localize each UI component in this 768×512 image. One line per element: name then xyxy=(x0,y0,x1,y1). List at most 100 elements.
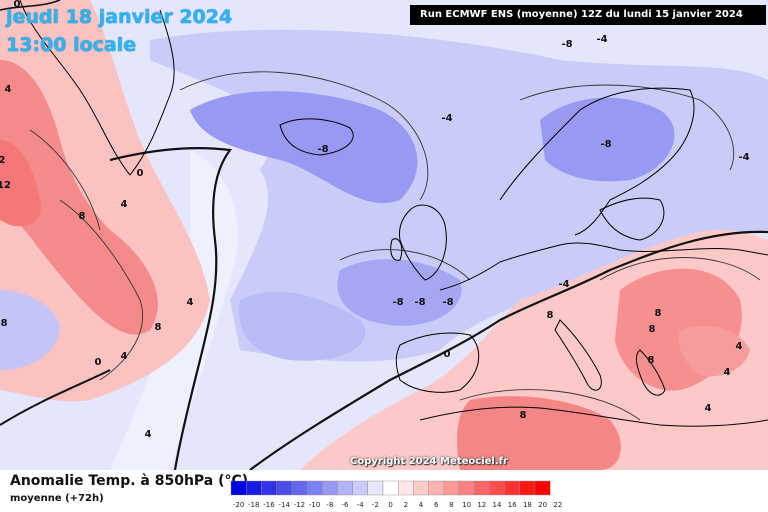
color-swatch xyxy=(443,480,460,496)
scandinavia-coast xyxy=(499,87,695,236)
contour-label: 4 xyxy=(145,429,152,440)
color-tick-label: 20 xyxy=(538,501,547,509)
contour-label: -8 xyxy=(317,144,328,155)
contour-label: 8 xyxy=(155,322,162,333)
contour-label: 8 xyxy=(648,355,655,366)
cold-pocket-labrador xyxy=(0,290,60,370)
contour-label: -8 xyxy=(0,318,8,329)
cold-zone-atlantic-south xyxy=(239,291,366,361)
cold-core-biscay xyxy=(337,259,462,326)
contour-label: 4 xyxy=(121,351,128,362)
warm-core-anatolia xyxy=(678,326,750,377)
color-tick-label: 22 xyxy=(553,501,562,509)
color-tick-label: 14 xyxy=(493,501,502,509)
contour-label: 4 xyxy=(736,341,743,352)
temperature-anomaly-map: 8 4 0 4 8 4 0 -8 -4 -8 -8 -8 -8 -8 -4 -4… xyxy=(0,0,768,470)
color-swatch xyxy=(246,480,262,496)
color-swatch xyxy=(458,480,475,496)
contour-label: 4 xyxy=(187,297,194,308)
copyright-text: Copyright 2024 Meteociel.fr xyxy=(350,456,508,467)
contour-label: 8 xyxy=(520,410,527,421)
color-tick-label: -12 xyxy=(294,501,305,509)
contour-label: -8 xyxy=(600,139,611,150)
british-isles-coast xyxy=(390,204,447,281)
contour-label: -4 xyxy=(738,152,749,163)
color-swatch xyxy=(489,480,505,496)
color-swatch xyxy=(397,480,414,496)
color-swatch xyxy=(534,480,551,496)
contour-label: -8 xyxy=(414,297,425,308)
color-tick-label: 0 xyxy=(388,501,392,509)
color-swatch xyxy=(519,480,536,496)
color-tick-label: 4 xyxy=(419,501,424,509)
color-swatch xyxy=(473,480,490,496)
color-swatch xyxy=(367,480,384,496)
contour-label: 0 xyxy=(444,349,451,360)
color-tick-label: -2 xyxy=(372,501,379,509)
color-swatch xyxy=(276,480,292,496)
greenland-coast xyxy=(19,0,175,176)
warm-core-greenland-2 xyxy=(0,140,41,227)
zero-contour-west xyxy=(109,146,233,470)
color-tick-label: 18 xyxy=(523,501,532,509)
contour-label: 4 xyxy=(705,403,712,414)
italy-coast xyxy=(554,319,602,391)
cold-core-scandinavia xyxy=(540,97,675,182)
color-tick-label: 10 xyxy=(462,501,471,509)
warm-core-north-africa xyxy=(457,396,621,470)
color-scale-bar: -20 -18 -16 -14 -12 -10 -8 -6 -4 -2 0 2 4 6 8 10 12 14 16 1… xyxy=(230,480,562,509)
contour-label: 2 xyxy=(0,155,6,166)
iceland-coast xyxy=(279,118,354,156)
color-swatch xyxy=(413,480,429,496)
color-swatch xyxy=(428,480,445,496)
contour-label: 8 xyxy=(547,310,554,321)
color-swatch xyxy=(382,480,399,496)
color-swatch xyxy=(261,480,277,496)
color-swatch xyxy=(352,480,368,496)
europe-mainland-coast xyxy=(439,242,768,291)
contour-label: 4 xyxy=(5,84,12,95)
color-tick-label: -4 xyxy=(357,501,365,509)
color-tick-label: -18 xyxy=(248,501,259,509)
run-info-banner: Run ECMWF ENS (moyenne) 12Z du lundi 15 … xyxy=(410,5,766,25)
legend-title: Anomalie Temp. à 850hPa (°C) xyxy=(10,473,249,489)
contour-label: -8 xyxy=(442,297,453,308)
color-tick-label: -6 xyxy=(342,501,350,509)
color-tick-label: -16 xyxy=(263,501,275,509)
contour-label: -8 xyxy=(392,297,403,308)
iberia-coast xyxy=(395,332,480,393)
contour-label: 4 xyxy=(121,199,128,210)
color-tick-label: -10 xyxy=(309,501,320,509)
contour-labels: 8 4 0 4 8 4 0 -8 -4 -8 -8 -8 -8 -8 -4 -4… xyxy=(0,0,750,440)
color-swatch xyxy=(321,480,338,496)
contour-label: -8 xyxy=(561,39,572,50)
contour-label: -4 xyxy=(596,34,607,45)
contour-label: -4 xyxy=(558,279,569,290)
color-tick-label: -14 xyxy=(278,501,290,509)
cold-core-iceland xyxy=(190,91,418,204)
contour-label: 8 xyxy=(79,211,86,222)
contour-label: 0 xyxy=(95,357,102,368)
contour-label: 4 xyxy=(724,367,731,378)
contour-label: -4 xyxy=(441,113,452,124)
color-tick-label: -20 xyxy=(233,501,244,509)
greece-coast xyxy=(635,349,666,396)
color-swatch xyxy=(291,480,308,496)
contour-label: 8 xyxy=(655,308,662,319)
local-time: 13:00 locale xyxy=(6,34,137,56)
color-swatch xyxy=(504,480,521,496)
zero-contour-north xyxy=(0,0,61,11)
contour-label: 12 xyxy=(0,180,11,191)
color-tick-label: -8 xyxy=(326,501,333,509)
north-africa-coast xyxy=(419,406,768,427)
isolines xyxy=(29,71,761,421)
color-tick-label: 2 xyxy=(404,501,408,509)
color-swatch xyxy=(306,480,323,496)
color-swatch xyxy=(230,480,247,496)
color-tick-label: 12 xyxy=(477,501,486,509)
contour-label: 0 xyxy=(137,168,144,179)
legend-subtitle: moyenne (+72h) xyxy=(10,493,104,504)
color-swatch xyxy=(337,480,353,496)
color-tick-label: 16 xyxy=(508,501,517,509)
contour-label: 0 xyxy=(14,0,21,10)
